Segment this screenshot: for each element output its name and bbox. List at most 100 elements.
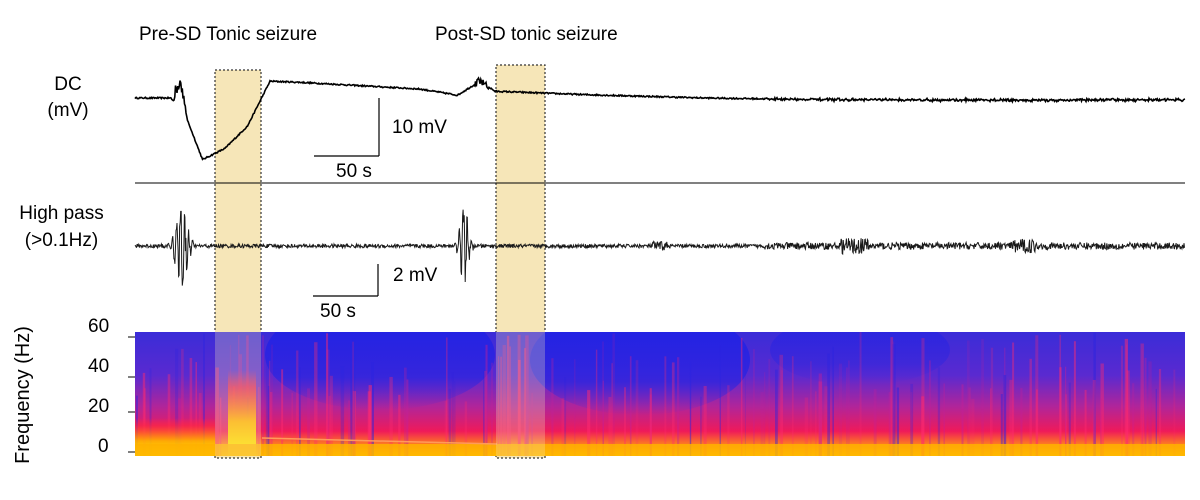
- spectrogram-streak: [810, 361, 812, 456]
- spectrogram-streak: [406, 379, 409, 456]
- spectrogram-streak: [203, 333, 205, 456]
- highpass-scale-amplitude-label: 2 mV: [393, 265, 438, 286]
- spectrogram-streak: [1036, 389, 1038, 456]
- highpass-scale-bar: [313, 264, 379, 297]
- spectrogram-streak: [1068, 382, 1071, 456]
- spectrogram-streak: [612, 333, 615, 456]
- spectrogram-streak: [181, 348, 184, 456]
- spectrogram-streak: [703, 386, 707, 456]
- dc-scale-time-label: 50 s: [336, 161, 372, 182]
- spectrogram-streak: [689, 361, 692, 456]
- spectrogram-blue-region-3: [770, 332, 950, 385]
- spectrogram-streak: [267, 385, 270, 456]
- highpass-scale-time-label: 50 s: [320, 301, 356, 322]
- spectrogram-streak: [700, 396, 702, 456]
- spectrogram-streak: [910, 383, 914, 456]
- spectrogram-streak: [1009, 379, 1013, 456]
- spectrogram-streak: [587, 390, 591, 456]
- y-tick-label-40: 40: [88, 356, 110, 377]
- spectrogram-streak: [929, 360, 931, 456]
- spectrogram-streak: [1065, 366, 1067, 456]
- spectrogram-streak: [1126, 370, 1130, 456]
- spectrogram-streak: [404, 367, 407, 456]
- spectrogram-streak: [352, 338, 356, 456]
- spectrogram-streak: [291, 392, 293, 456]
- spectrogram-ylabel: Frequency (Hz): [12, 326, 34, 464]
- spectrogram-streak: [1148, 361, 1152, 456]
- spectrogram-streak: [348, 400, 350, 456]
- spectrogram-blue-region-1: [265, 332, 495, 410]
- spectrogram-streak: [451, 372, 454, 456]
- spectrogram-streak: [258, 387, 260, 456]
- spectrogram-streak: [649, 394, 652, 456]
- spectrogram-streaks: [136, 332, 1176, 456]
- spectrogram-streak: [1132, 383, 1135, 456]
- spectrogram-streak: [483, 370, 485, 456]
- spectrogram-streak: [464, 401, 468, 456]
- spectrogram-streak: [1059, 367, 1062, 456]
- spectrogram-streak: [389, 376, 393, 456]
- spectrogram-streak: [175, 348, 179, 456]
- y-tick-label-20: 20: [88, 396, 110, 417]
- spectrogram-streak: [775, 369, 778, 456]
- spectrogram-streak: [602, 380, 604, 456]
- spectrogram-streak: [195, 362, 197, 456]
- spectrogram-streak: [1092, 380, 1096, 456]
- dc-scale-bar: [314, 98, 380, 157]
- spectrogram-streak: [326, 333, 329, 456]
- spectrogram-streak: [142, 372, 146, 456]
- spectrogram-streak: [832, 346, 834, 456]
- spectrogram-streak: [299, 367, 301, 456]
- spectrogram-streak: [608, 397, 612, 456]
- spectrogram-streak: [764, 372, 766, 456]
- spectrogram-streak: [818, 373, 822, 456]
- spectrogram-streak: [753, 349, 755, 456]
- spectrogram-streak: [1124, 338, 1128, 456]
- spectrogram-streak: [677, 357, 680, 456]
- spectrogram-streak: [760, 392, 764, 456]
- spectrogram: [135, 332, 1185, 456]
- spectrogram-streak: [329, 375, 333, 456]
- spectrogram-streak: [727, 385, 730, 456]
- spectrogram-streak: [740, 337, 743, 456]
- spectrogram-streak: [1029, 358, 1032, 456]
- spectrogram-streak: [517, 334, 521, 456]
- spectrogram-streak: [1073, 341, 1076, 456]
- highpass-label-line2: (>0.1Hz): [24, 230, 99, 251]
- spectrogram-streak: [961, 384, 964, 456]
- spectrogram-streak: [189, 358, 193, 456]
- spectrogram-streak: [888, 392, 892, 456]
- spectrogram-streak: [943, 383, 945, 456]
- spectrogram-streak: [350, 344, 353, 456]
- title-pre-sd-tonic-seizure: Pre-SD Tonic seizure: [139, 24, 318, 45]
- spectrogram-streak: [818, 381, 823, 456]
- spectrogram-streak: [506, 335, 510, 456]
- highpass-trace: [134, 209, 1185, 286]
- spectrogram-streak: [314, 342, 318, 456]
- spectrogram-lowfreq-band: [135, 444, 1185, 456]
- spectrogram-streak: [1020, 388, 1023, 456]
- spectrogram-streak: [838, 363, 843, 456]
- spectrogram-streak: [328, 395, 331, 456]
- spectrogram-streak: [624, 387, 626, 456]
- spectrogram-streak: [846, 367, 848, 456]
- spectrogram-streak: [448, 388, 452, 456]
- spectrogram-streak: [649, 388, 652, 456]
- spectrogram-streak: [873, 389, 877, 456]
- spectrogram-streak: [261, 335, 265, 456]
- spectrogram-streak: [551, 358, 554, 456]
- highlight-overlay-post-sd-spectrogram: [496, 332, 545, 456]
- spectrogram-streak: [281, 369, 284, 456]
- spectrogram-streak: [1003, 375, 1007, 456]
- spectrogram-streak: [371, 362, 374, 456]
- spectrogram-streak: [219, 397, 222, 456]
- spectrogram-streak: [446, 337, 448, 456]
- spectrogram-streak: [671, 362, 675, 456]
- spectrogram-streak: [444, 401, 447, 456]
- dc-label-line1: DC: [54, 74, 82, 95]
- spectrogram-streak: [971, 398, 975, 456]
- spectrogram-streak: [629, 356, 632, 456]
- spectrogram-streak: [595, 349, 598, 456]
- spectrogram-streak: [804, 397, 808, 456]
- spectrogram-y-axis: [128, 336, 135, 453]
